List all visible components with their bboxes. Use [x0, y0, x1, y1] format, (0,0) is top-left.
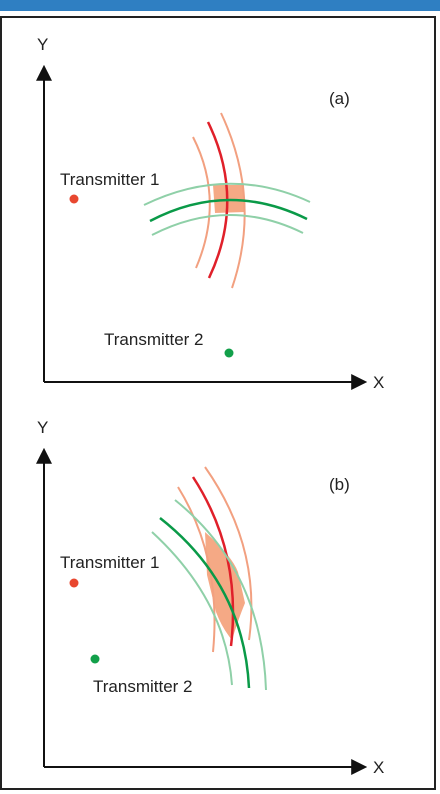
panel-b-label: (b): [329, 475, 350, 494]
panel-a-x-axis-label: X: [373, 373, 384, 392]
figure-frame: [0, 16, 436, 790]
panel-a-transmitter-1-label: Transmitter 1: [60, 170, 160, 189]
panel-b-overlap-region: [205, 532, 245, 640]
panel-b-tx1-band-inner: [177, 486, 216, 653]
panel-b-tx1-band-outer: [204, 466, 253, 641]
top-bar: [0, 0, 440, 11]
panel-b-transmitter-1-label: Transmitter 1: [60, 553, 160, 572]
panel-a-transmitter-2-label: Transmitter 2: [104, 330, 204, 349]
panel-b-tx2-band-outer: [174, 499, 267, 691]
panel-a-tx2-band-inner: [151, 214, 304, 236]
panel-b-tx2-band-inner: [151, 531, 233, 686]
panel-b-transmitter-2-label: Transmitter 2: [93, 677, 193, 696]
panel-b-tx2-range-arc: [159, 517, 251, 689]
panel-a-tx2-band-outer: [143, 182, 311, 206]
panel-b-y-axis-label: Y: [37, 418, 48, 437]
panel-a-transmitter-2-marker: [224, 348, 234, 358]
panel-a-tx2-range-arc: [149, 198, 308, 223]
panel-a-label: (a): [329, 89, 350, 108]
panel-b-transmitter-1-marker: [69, 578, 79, 588]
panel-a: Y X (a) Transmitter 1 Transmitter 2: [36, 35, 384, 392]
panel-b-transmitter-2-marker: [90, 654, 100, 664]
panel-a-transmitter-1-marker: [69, 194, 79, 204]
panel-b-x-axis-label: X: [373, 758, 384, 777]
panel-a-y-axis-label: Y: [37, 35, 48, 54]
panel-b: Y X (b) Transmitter 1 Transmitter 2: [36, 418, 384, 777]
